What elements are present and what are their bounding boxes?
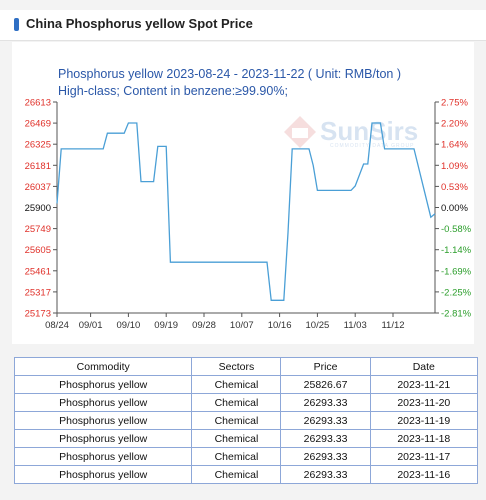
right-tick-label: -0.58% <box>441 224 472 235</box>
table-row: Phosphorus yellow Chemical 26293.33 2023… <box>13 465 479 484</box>
x-tick-label: 08/24 <box>45 320 69 331</box>
right-tick-label: 2.20% <box>441 119 468 130</box>
chart-subtitle: High-class; Content in benzene:≥99.90%; <box>58 84 288 98</box>
x-tick-label: 11/12 <box>381 320 404 331</box>
cell-commodity: Phosphorus yellow <box>13 393 193 412</box>
header-marker <box>14 18 19 31</box>
section-header: China Phosphorus yellow Spot Price <box>0 10 486 41</box>
cell-commodity: Phosphorus yellow <box>13 447 193 466</box>
x-tick-label: 10/16 <box>268 320 292 331</box>
left-tick-label: 26325 <box>25 140 51 151</box>
sunsirs-watermark: SunSirs COMMODITY DATA GROUP <box>282 112 432 152</box>
table-row: Phosphorus yellow Chemical 26293.33 2023… <box>13 393 479 412</box>
column-header-sectors: Sectors <box>191 357 282 376</box>
left-tick-label: 25605 <box>25 245 51 256</box>
cell-price: 26293.33 <box>280 393 371 412</box>
left-tick-label: 25900 <box>25 203 51 214</box>
cell-date: 2023-11-21 <box>369 375 479 394</box>
x-tick-label: 09/10 <box>117 320 141 331</box>
left-tick-label: 25173 <box>25 309 51 320</box>
right-tick-label: 1.64% <box>441 140 468 151</box>
watermark-logo-icon <box>284 116 316 148</box>
x-tick-label: 09/01 <box>79 320 103 331</box>
x-tick-label: 10/07 <box>230 320 254 331</box>
table-header-row: Commodity Sectors Price Date <box>13 357 479 376</box>
left-tick-label: 26613 <box>25 98 51 109</box>
cell-sector: Chemical <box>191 465 282 484</box>
chart-card <box>12 42 474 344</box>
table-row: Phosphorus yellow Chemical 26293.33 2023… <box>13 429 479 448</box>
right-tick-label: 0.00% <box>441 203 468 214</box>
cell-date: 2023-11-19 <box>369 411 479 430</box>
chart-title: Phosphorus yellow 2023-08-24 - 2023-11-2… <box>58 67 401 81</box>
x-tick-label: 09/19 <box>154 320 178 331</box>
price-chart: 26613 2.75% 26469 2.20% 26325 1.64% 26181 1.09%… <box>25 98 472 332</box>
cell-sector: Chemical <box>191 429 282 448</box>
cell-sector: Chemical <box>191 411 282 430</box>
cell-price: 25826.67 <box>280 375 371 394</box>
left-tick-label: 26181 <box>25 161 51 172</box>
cell-price: 26293.33 <box>280 447 371 466</box>
right-tick-label: 0.53% <box>441 182 468 193</box>
watermark-brand: SunSirs <box>320 116 419 146</box>
header-title: China Phosphorus yellow Spot Price <box>26 16 253 31</box>
watermark-tagline: COMMODITY DATA GROUP <box>330 143 415 149</box>
x-tick-label: 11/03 <box>344 320 367 331</box>
cell-price: 26293.33 <box>280 429 371 448</box>
x-tick-label: 10/25 <box>306 320 330 331</box>
price-table: Commodity Sectors Price Date Phosphorus … <box>13 357 479 484</box>
right-tick-label: 2.75% <box>441 98 468 109</box>
cell-date: 2023-11-17 <box>369 447 479 466</box>
right-tick-label: -1.69% <box>441 266 472 277</box>
cell-date: 2023-11-20 <box>369 393 479 412</box>
cell-sector: Chemical <box>191 447 282 466</box>
right-tick-label: 1.09% <box>441 161 468 172</box>
right-tick-label: -2.81% <box>441 309 472 320</box>
cell-date: 2023-11-18 <box>369 429 479 448</box>
cell-sector: Chemical <box>191 393 282 412</box>
table-row: Phosphorus yellow Chemical 26293.33 2023… <box>13 447 479 466</box>
column-header-price: Price <box>280 357 371 376</box>
column-header-commodity: Commodity <box>13 357 193 376</box>
left-tick-label: 25461 <box>25 266 51 277</box>
cell-commodity: Phosphorus yellow <box>13 375 193 394</box>
cell-commodity: Phosphorus yellow <box>13 429 193 448</box>
table-row: Phosphorus yellow Chemical 25826.67 2023… <box>13 375 479 394</box>
cell-price: 26293.33 <box>280 465 371 484</box>
x-tick-label: 09/28 <box>192 320 216 331</box>
table-row: Phosphorus yellow Chemical 26293.33 2023… <box>13 411 479 430</box>
left-tick-label: 25317 <box>25 287 51 298</box>
left-tick-label: 26469 <box>25 119 51 130</box>
cell-sector: Chemical <box>191 375 282 394</box>
cell-date: 2023-11-16 <box>369 465 479 484</box>
cell-commodity: Phosphorus yellow <box>13 465 193 484</box>
right-tick-label: -1.14% <box>441 245 472 256</box>
column-header-date: Date <box>369 357 479 376</box>
left-tick-label: 26037 <box>25 182 51 193</box>
cell-commodity: Phosphorus yellow <box>13 411 193 430</box>
right-tick-label: -2.25% <box>441 287 472 298</box>
price-table-container: Commodity Sectors Price Date Phosphorus … <box>13 357 479 484</box>
left-tick-label: 25749 <box>25 224 51 235</box>
series-line-phosphorus-yellow <box>56 122 436 301</box>
cell-price: 26293.33 <box>280 411 371 430</box>
